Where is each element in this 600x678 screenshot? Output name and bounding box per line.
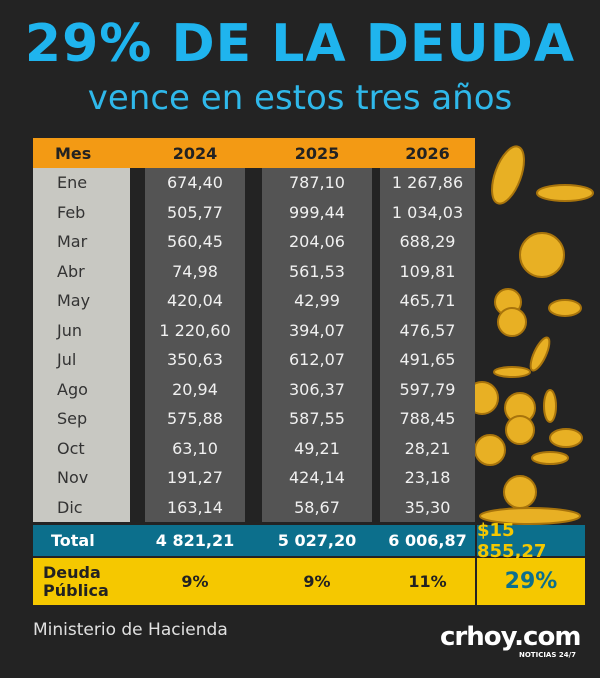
amount-cell: 561,53: [289, 261, 345, 281]
title: 29% DE LA DEUDA: [24, 14, 576, 74]
amount-cell: 491,65: [399, 350, 456, 370]
debt-cell: 9%: [303, 571, 331, 591]
column-header: 2026: [405, 143, 450, 163]
amount-cell: 1 034,03: [391, 202, 464, 222]
amount-cell: 612,07: [289, 350, 345, 370]
amount-cell: 465,71: [399, 291, 456, 311]
column-header: 2025: [294, 143, 340, 163]
amount-cell: 420,04: [167, 291, 223, 311]
amount-cell: 788,45: [399, 409, 456, 429]
amount-cell: 505,77: [167, 202, 223, 222]
amount-cell: 587,55: [289, 409, 345, 429]
amount-cell: 476,57: [399, 320, 456, 340]
amount-cell: 306,37: [289, 379, 345, 399]
amount-cell: 204,06: [289, 232, 345, 252]
total-cell: Total: [51, 531, 95, 550]
total-band: [33, 525, 475, 556]
amount-cell: 20,94: [172, 379, 218, 399]
amount-cell: 575,88: [167, 409, 223, 429]
logo-tagline: NOTICIAS 24/7: [519, 651, 576, 659]
amount-cell: 560,45: [167, 232, 223, 252]
debt-cell: Deuda Pública: [43, 562, 109, 600]
amount-cell: 394,07: [289, 320, 345, 340]
month-cell: Jul: [57, 350, 77, 370]
header-band: [33, 138, 475, 168]
column-2024: [145, 168, 245, 522]
amount-cell: 58,67: [294, 497, 340, 517]
amount-cell: 1 267,86: [391, 173, 464, 193]
amount-cell: 350,63: [167, 350, 223, 370]
amount-cell: 688,29: [399, 232, 456, 252]
amount-cell: 109,81: [399, 261, 456, 281]
amount-cell: 63,10: [172, 438, 218, 458]
month-cell: Sep: [57, 409, 88, 429]
month-cell: Nov: [57, 468, 89, 488]
amount-cell: 49,21: [294, 438, 340, 458]
amount-cell: 674,40: [167, 173, 223, 193]
amount-cell: 23,18: [404, 468, 451, 488]
total-cell: 6 006,87: [388, 531, 467, 550]
column-2026: [380, 168, 475, 522]
amount-cell: 424,14: [289, 468, 345, 488]
month-cell: Oct: [57, 438, 85, 458]
debt-total: 29%: [477, 558, 585, 605]
month-cell: Ago: [57, 379, 88, 399]
debt-cell: 9%: [181, 571, 209, 591]
amount-cell: 597,79: [399, 379, 456, 399]
column-header: Mes: [55, 143, 92, 163]
month-cell: Feb: [57, 202, 86, 222]
amount-cell: 191,27: [167, 468, 223, 488]
month-cell: Abr: [57, 261, 85, 281]
logo: crhoy.com: [440, 622, 581, 652]
month-cell: Mar: [57, 232, 88, 252]
month-cell: Ene: [57, 173, 88, 193]
amount-cell: 787,10: [289, 173, 345, 193]
month-cell: May: [57, 291, 91, 311]
total-cell: 5 027,20: [277, 531, 357, 550]
amount-cell: 28,21: [404, 438, 451, 458]
column-2025: [262, 168, 372, 522]
coins: [470, 145, 594, 525]
debt-band: [33, 558, 475, 605]
month-cell: Dic: [57, 497, 83, 517]
amount-cell: 999,44: [289, 202, 345, 222]
column-header: 2024: [172, 143, 218, 163]
source: Ministerio de Hacienda: [33, 620, 228, 640]
total-cell: 4 821,21: [155, 531, 235, 550]
amount-cell: 74,98: [172, 261, 218, 281]
debt-cell: 11%: [408, 571, 447, 591]
amount-cell: 163,14: [167, 497, 223, 517]
month-cell: Jun: [57, 320, 82, 340]
amount-cell: 35,30: [404, 497, 451, 517]
subtitle: vence en estos tres años: [87, 78, 513, 118]
grand-total: $15 855,27: [477, 520, 585, 562]
month-column: [33, 168, 130, 522]
amount-cell: 42,99: [294, 291, 340, 311]
amount-cell: 1 220,60: [159, 320, 231, 340]
